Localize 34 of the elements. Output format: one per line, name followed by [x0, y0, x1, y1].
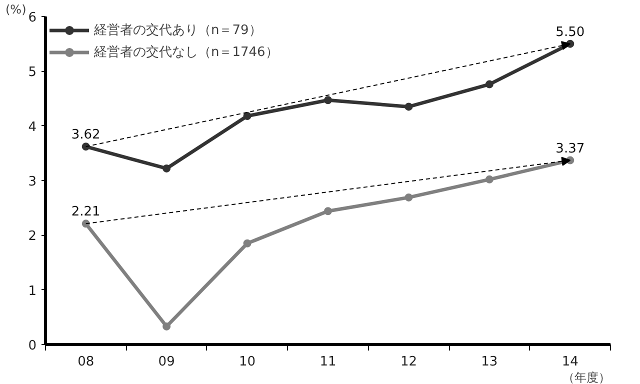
point	[162, 164, 171, 172]
point	[324, 207, 332, 216]
x-tick-label: 13	[481, 354, 498, 370]
point	[82, 142, 90, 151]
legend-label: 経営者の交代あり（n＝79）	[94, 22, 262, 39]
x-axis-title: （年度）	[562, 370, 610, 384]
point	[162, 322, 171, 330]
point	[485, 80, 494, 88]
point	[404, 102, 413, 111]
y-tick-label: 4	[28, 120, 37, 135]
y-axis-title: (%)	[6, 2, 26, 16]
data-label: 3.37	[556, 141, 585, 156]
legend-label: 経営者の交代なし（n＝1746）	[94, 44, 278, 61]
y-tick-label: 6	[28, 10, 37, 26]
point	[243, 112, 252, 120]
y-tick-label: 2	[28, 229, 37, 244]
point	[243, 239, 252, 248]
data-label: 5.50	[556, 24, 585, 40]
point	[82, 220, 90, 228]
y-tick-label: 3	[28, 174, 37, 190]
point	[324, 96, 332, 104]
x-tick-label: 09	[158, 354, 175, 370]
y-tick-label: 5	[28, 65, 37, 80]
point	[404, 193, 413, 202]
x-tick-label: 10	[239, 354, 256, 370]
x-tick-label: 14	[562, 354, 578, 370]
x-tick-label: 11	[320, 354, 336, 370]
x-tick-label: 08	[78, 354, 94, 370]
y-tick-label: 1	[28, 284, 37, 299]
point	[485, 175, 494, 184]
data-label: 2.21	[71, 204, 100, 220]
y-tick-label: 0	[28, 338, 37, 354]
x-tick-label: 12	[400, 354, 417, 370]
data-label: 3.62	[71, 128, 100, 143]
